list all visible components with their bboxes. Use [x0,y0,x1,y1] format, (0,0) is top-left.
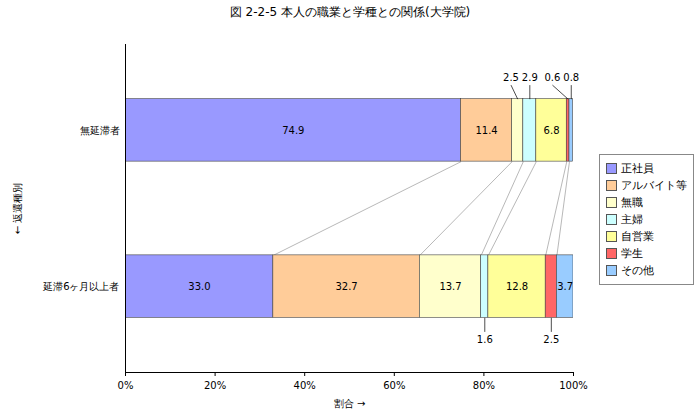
svg-text:延滞6ヶ月以上者: 延滞6ヶ月以上者 [42,281,119,292]
svg-text:32.7: 32.7 [335,281,357,292]
html-text:その他: その他 [621,263,654,277]
svg-text:3.7: 3.7 [557,281,573,292]
svg-text:2.9: 2.9 [522,72,538,83]
svg-text:割合 →: 割合 → [334,398,366,409]
svg-text:2.5: 2.5 [503,72,519,83]
svg-text:11.4: 11.4 [475,125,497,136]
html-text:主婦: 主婦 [621,212,643,226]
svg-text:6.8: 6.8 [544,125,560,136]
svg-text:0.8: 0.8 [563,72,579,83]
svg-text:1.6: 1.6 [477,334,493,345]
svg-text:33.0: 33.0 [188,281,210,292]
svg-text:13.7: 13.7 [439,281,461,292]
svg-text:20%: 20% [204,380,226,391]
svg-text:80%: 80% [473,380,495,391]
svg-text:74.9: 74.9 [282,125,304,136]
html-text:無職: 無職 [621,195,643,209]
svg-text:0%: 0% [118,380,134,391]
html-text:学生: 学生 [621,246,643,260]
svg-text:2.5: 2.5 [543,334,559,345]
html-text:自営業: 自営業 [621,229,654,243]
html-text:図 2-2-5 本人の職業と学種との関係(大学院): 図 2-2-5 本人の職業と学種との関係(大学院) [229,5,471,19]
svg-text:100%: 100% [559,380,588,391]
svg-text:60%: 60% [383,380,405,391]
svg-text:12.8: 12.8 [506,281,528,292]
svg-text:← 返還種別: ← 返還種別 [12,183,23,235]
svg-text:無延滞者: 無延滞者 [80,125,120,136]
html-text:正社員: 正社員 [621,161,654,175]
svg-text:40%: 40% [294,380,316,391]
html-text:アルバイト等: アルバイト等 [621,178,687,192]
svg-text:0.6: 0.6 [544,72,560,83]
